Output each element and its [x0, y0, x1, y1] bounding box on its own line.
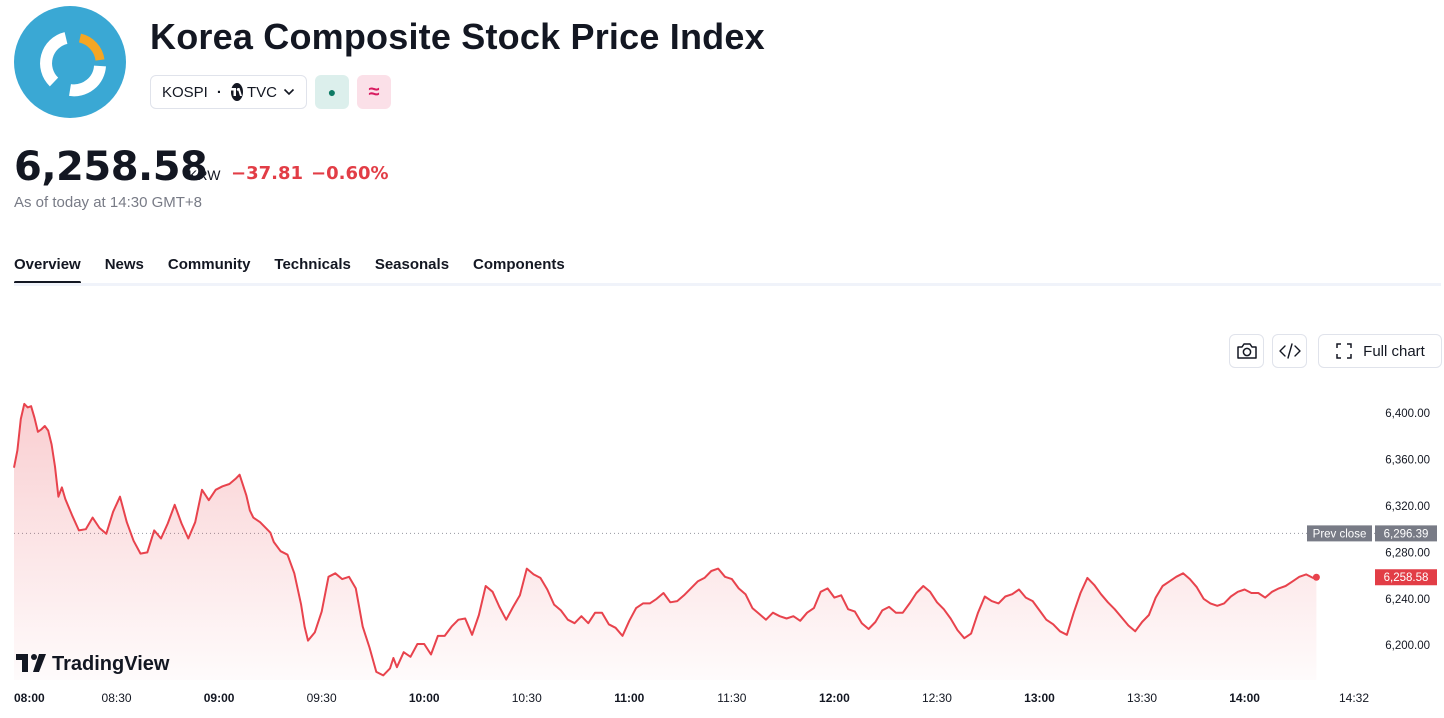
tradingview-badge-icon — [230, 83, 243, 101]
x-tick-label: 08:00 — [14, 691, 45, 705]
prev-close-label: Prev close — [1313, 528, 1367, 540]
x-tick-label: 12:00 — [819, 691, 850, 705]
market-status-dot-icon: ● — [327, 84, 337, 100]
price-line-series — [13, 402, 1317, 677]
tabs-divider — [14, 283, 1441, 286]
last-price-badge-label: 6,258.58 — [1384, 572, 1429, 584]
y-axis: 6,400.00 6,360.00 6,320.00 6,280.00 6,240.00… — [1385, 408, 1430, 652]
tradingview-watermark[interactable]: TradingView — [16, 653, 170, 675]
camera-icon — [1236, 343, 1257, 359]
chevron-down-icon — [283, 88, 295, 96]
delay-approx-icon: ≈ — [368, 80, 380, 103]
price-area-fill — [14, 403, 1317, 680]
tradingview-wordmark: TradingView — [52, 653, 170, 675]
symbol-exchange-selector[interactable]: KOSPI · TVC — [150, 75, 307, 109]
delayed-data-badge[interactable]: ≈ — [357, 75, 391, 109]
x-tick-label: 08:30 — [102, 691, 132, 705]
tab-technicals[interactable]: Technicals — [274, 256, 351, 273]
x-tick-label: 12:30 — [922, 691, 952, 705]
prev-close-badges: Prev close 6,296.39 — [1307, 525, 1437, 542]
x-tick-label: 10:30 — [512, 691, 542, 705]
section-tabs: Overview News Community Technicals Seaso… — [14, 256, 589, 284]
y-tick-label: 6,240.00 — [1385, 594, 1430, 606]
prev-close-value: 6,296.39 — [1384, 528, 1429, 540]
price-chart[interactable]: 6,400.00 6,360.00 6,320.00 6,280.00 6,240.00… — [0, 380, 1444, 718]
x-tick-label: 11:30 — [717, 691, 746, 705]
page-title: Korea Composite Stock Price Index — [150, 16, 765, 57]
symbol-label: KOSPI — [162, 83, 208, 101]
full-chart-label: Full chart — [1363, 342, 1425, 360]
x-axis: 08:00 08:30 09:00 09:30 10:00 10:30 11:00 11:30… — [14, 691, 1369, 705]
code-icon — [1278, 343, 1301, 359]
kospi-logo-mark — [40, 32, 106, 97]
full-chart-button[interactable]: Full chart — [1318, 334, 1442, 368]
y-tick-label: 6,320.00 — [1385, 501, 1430, 513]
prev-close-label-badge — [1307, 525, 1372, 542]
y-tick-label: 6,360.00 — [1385, 455, 1430, 467]
x-tick-label: 09:00 — [204, 691, 235, 705]
y-tick-label: 6,280.00 — [1385, 547, 1430, 559]
market-open-status-badge[interactable]: ● — [315, 75, 349, 109]
last-price-marker — [1312, 573, 1320, 581]
symbol-separator: · — [216, 83, 222, 101]
last-price: 6,258.58 — [14, 144, 208, 190]
x-tick-label: 13:00 — [1024, 691, 1055, 705]
x-tick-label: 09:30 — [307, 691, 337, 705]
tab-community[interactable]: Community — [167, 256, 251, 273]
x-tick-label: 13:30 — [1127, 691, 1157, 705]
last-price-badge-bg — [1375, 569, 1437, 586]
y-tick-label: 6,200.00 — [1385, 640, 1430, 652]
currency-code: KRW — [188, 167, 221, 183]
price-change: −37.81 −0.60% — [231, 163, 389, 184]
last-price-badge: 6,258.58 — [1375, 569, 1437, 586]
exchange-label: TVC — [247, 83, 277, 101]
y-tick-label: 6,400.00 — [1385, 408, 1430, 420]
x-tick-label: 10:00 — [409, 691, 440, 705]
prev-close-value-badge — [1375, 525, 1437, 542]
tab-components[interactable]: Components — [473, 256, 565, 273]
embed-button[interactable] — [1272, 334, 1307, 368]
tab-news[interactable]: News — [104, 256, 144, 273]
fullscreen-icon — [1336, 343, 1352, 359]
change-percent: −0.60% — [311, 163, 389, 184]
tab-overview[interactable]: Overview — [14, 256, 81, 284]
x-tick-label: 14:00 — [1229, 691, 1260, 705]
tab-seasonals[interactable]: Seasonals — [374, 256, 450, 273]
change-value: −37.81 — [231, 163, 304, 184]
x-tick-label: 11:00 — [614, 691, 644, 705]
x-tick-label: 14:32 — [1339, 691, 1369, 705]
kospi-logo — [14, 6, 126, 118]
quote-timestamp: As of today at 14:30 GMT+8 — [14, 194, 203, 211]
snapshot-button[interactable] — [1229, 334, 1264, 368]
